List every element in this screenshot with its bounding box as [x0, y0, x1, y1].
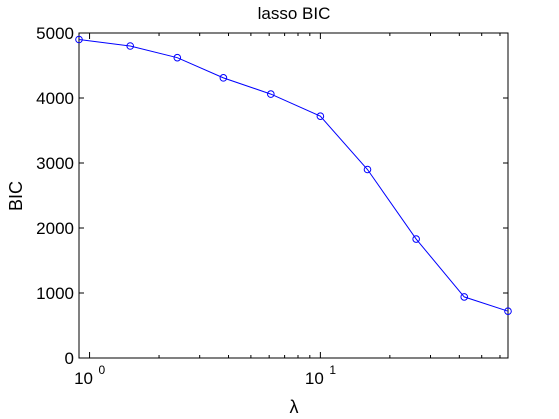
bic-series-line [78, 39, 509, 312]
y-tick-label: 3000 [36, 154, 74, 173]
x-tick-label-exponent: 0 [99, 363, 106, 377]
data-point-marker [363, 165, 372, 174]
data-point-marker [126, 42, 135, 50]
y-tick-label: 4000 [36, 89, 74, 108]
data-point-marker [173, 53, 182, 62]
data-point-marker [460, 293, 469, 301]
y-tick-label: 5000 [36, 24, 74, 43]
data-point-marker [219, 74, 228, 82]
y-axis-title: BIC [6, 181, 26, 211]
data-point-marker [412, 235, 420, 243]
y-tick-label: 0 [65, 349, 74, 368]
data-point-marker [316, 112, 325, 120]
x-axis-title: λ [290, 397, 299, 417]
data-point-marker [75, 35, 83, 44]
axes-box [78, 32, 509, 359]
x-tick-label: 10 [305, 369, 324, 388]
data-point-marker [504, 307, 512, 316]
y-tick-label: 1000 [36, 284, 74, 303]
x-tick-label-exponent: 1 [329, 363, 336, 377]
chart-title: lasso BIC [258, 4, 331, 23]
x-tick-label: 10 [74, 369, 93, 388]
y-tick-label: 2000 [36, 219, 74, 238]
data-point-marker [267, 90, 275, 98]
